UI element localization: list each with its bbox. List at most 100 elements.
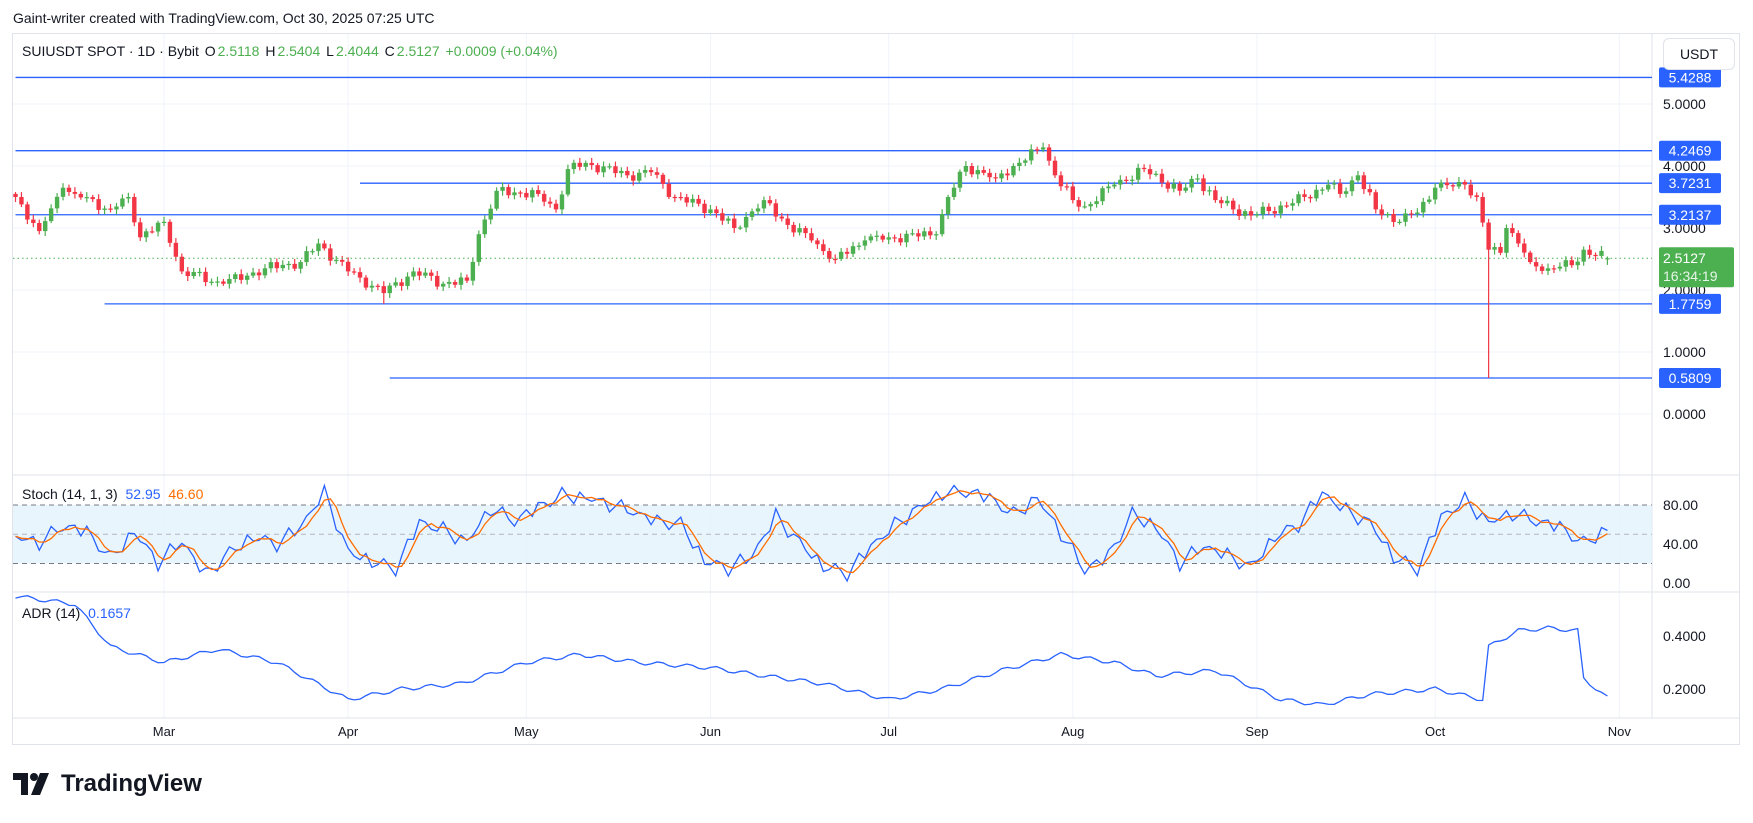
time-tick-label: Jul: [880, 724, 897, 739]
stoch-tick-label: 0.00: [1663, 575, 1690, 591]
candle: [815, 240, 820, 245]
candle: [1135, 167, 1141, 180]
candle: [512, 192, 517, 196]
candle: [423, 272, 428, 276]
candle: [726, 218, 731, 221]
candle: [844, 251, 850, 254]
candle: [488, 208, 493, 220]
candle: [904, 233, 909, 243]
candle: [239, 274, 244, 280]
candle: [126, 197, 131, 199]
adr-tick-label: 0.4000: [1663, 628, 1706, 644]
candle: [838, 251, 844, 259]
candle: [1207, 190, 1212, 192]
candle: [1189, 178, 1194, 188]
stoch-lines: [15, 483, 1608, 583]
candle: [1225, 200, 1230, 204]
candle: [868, 236, 874, 241]
candle: [1272, 211, 1277, 214]
candle: [452, 281, 458, 285]
stoch-band: [13, 504, 1652, 564]
tradingview-logo: TradingView: [13, 770, 202, 798]
candle: [1593, 254, 1598, 257]
candle: [1385, 213, 1390, 216]
candle: [345, 261, 351, 272]
candle: [1367, 189, 1373, 193]
high-label: H: [265, 43, 276, 59]
candle: [981, 170, 986, 173]
candle: [625, 170, 630, 176]
candle: [1361, 175, 1367, 190]
candle: [631, 175, 636, 181]
candle: [1349, 180, 1355, 192]
candle: [518, 192, 523, 194]
candle: [19, 197, 24, 205]
adr-title: ADR (14): [22, 605, 81, 621]
candle: [1403, 213, 1408, 222]
candle: [1005, 173, 1010, 176]
adr-line-path: [15, 595, 1608, 706]
time-tick-label: May: [514, 724, 539, 739]
symbol-legend: SUIUSDT SPOT · 1D · Bybit O 2.5118 H 2.540…: [22, 43, 560, 59]
candle: [1533, 262, 1539, 267]
candle: [1076, 200, 1081, 207]
candle: [1528, 252, 1533, 263]
candle: [1587, 249, 1592, 255]
adr-line: [15, 595, 1608, 706]
stoch-d-line: [15, 490, 1608, 574]
candle: [482, 219, 487, 235]
candle: [779, 216, 784, 219]
price-line-tag: [1659, 204, 1721, 225]
candle: [1023, 160, 1028, 163]
candle: [351, 271, 357, 273]
candle: [1504, 228, 1509, 253]
candle: [1171, 183, 1176, 189]
adr-legend: ADR (14) 0.1657: [22, 605, 131, 621]
candle: [1159, 173, 1165, 183]
candle: [1290, 203, 1295, 206]
candle: [1302, 194, 1307, 197]
candle: [54, 196, 60, 209]
candle: [1254, 214, 1260, 216]
candle: [1563, 260, 1569, 267]
candle: [1456, 181, 1462, 187]
last-price-tag: [1659, 247, 1734, 288]
candle: [102, 208, 107, 210]
candle: [553, 203, 559, 210]
candle: [821, 244, 826, 252]
candle: [138, 222, 143, 238]
candle: [1539, 266, 1545, 271]
candle: [393, 282, 398, 286]
candle: [945, 197, 951, 215]
price-line-tag: [1659, 367, 1721, 388]
candle: [411, 271, 416, 277]
candle: [173, 242, 179, 257]
candle: [1213, 190, 1218, 201]
candle: [494, 190, 499, 209]
candle: [1195, 178, 1200, 180]
candle: [1296, 194, 1301, 204]
candle: [928, 231, 933, 236]
candle: [1397, 221, 1402, 223]
candle: [476, 234, 482, 262]
candle: [797, 228, 802, 233]
candle: [1153, 173, 1159, 175]
currency-button[interactable]: USDT: [1663, 38, 1735, 70]
candle: [1260, 206, 1266, 215]
candle: [161, 221, 167, 223]
stoch-legend: Stoch (14, 1, 3) 52.95 46.60: [22, 486, 203, 502]
open-value: 2.5118: [217, 43, 260, 59]
candle: [209, 281, 214, 283]
candle: [322, 243, 327, 249]
candle: [1355, 175, 1361, 181]
candle: [60, 187, 66, 197]
candle: [1320, 189, 1325, 191]
stoch-title: Stoch (14, 1, 3): [22, 486, 118, 502]
candle: [922, 231, 927, 237]
candle: [743, 216, 749, 228]
candle: [934, 234, 939, 236]
candle: [714, 209, 719, 214]
candle: [678, 197, 683, 199]
candle: [1331, 183, 1337, 185]
